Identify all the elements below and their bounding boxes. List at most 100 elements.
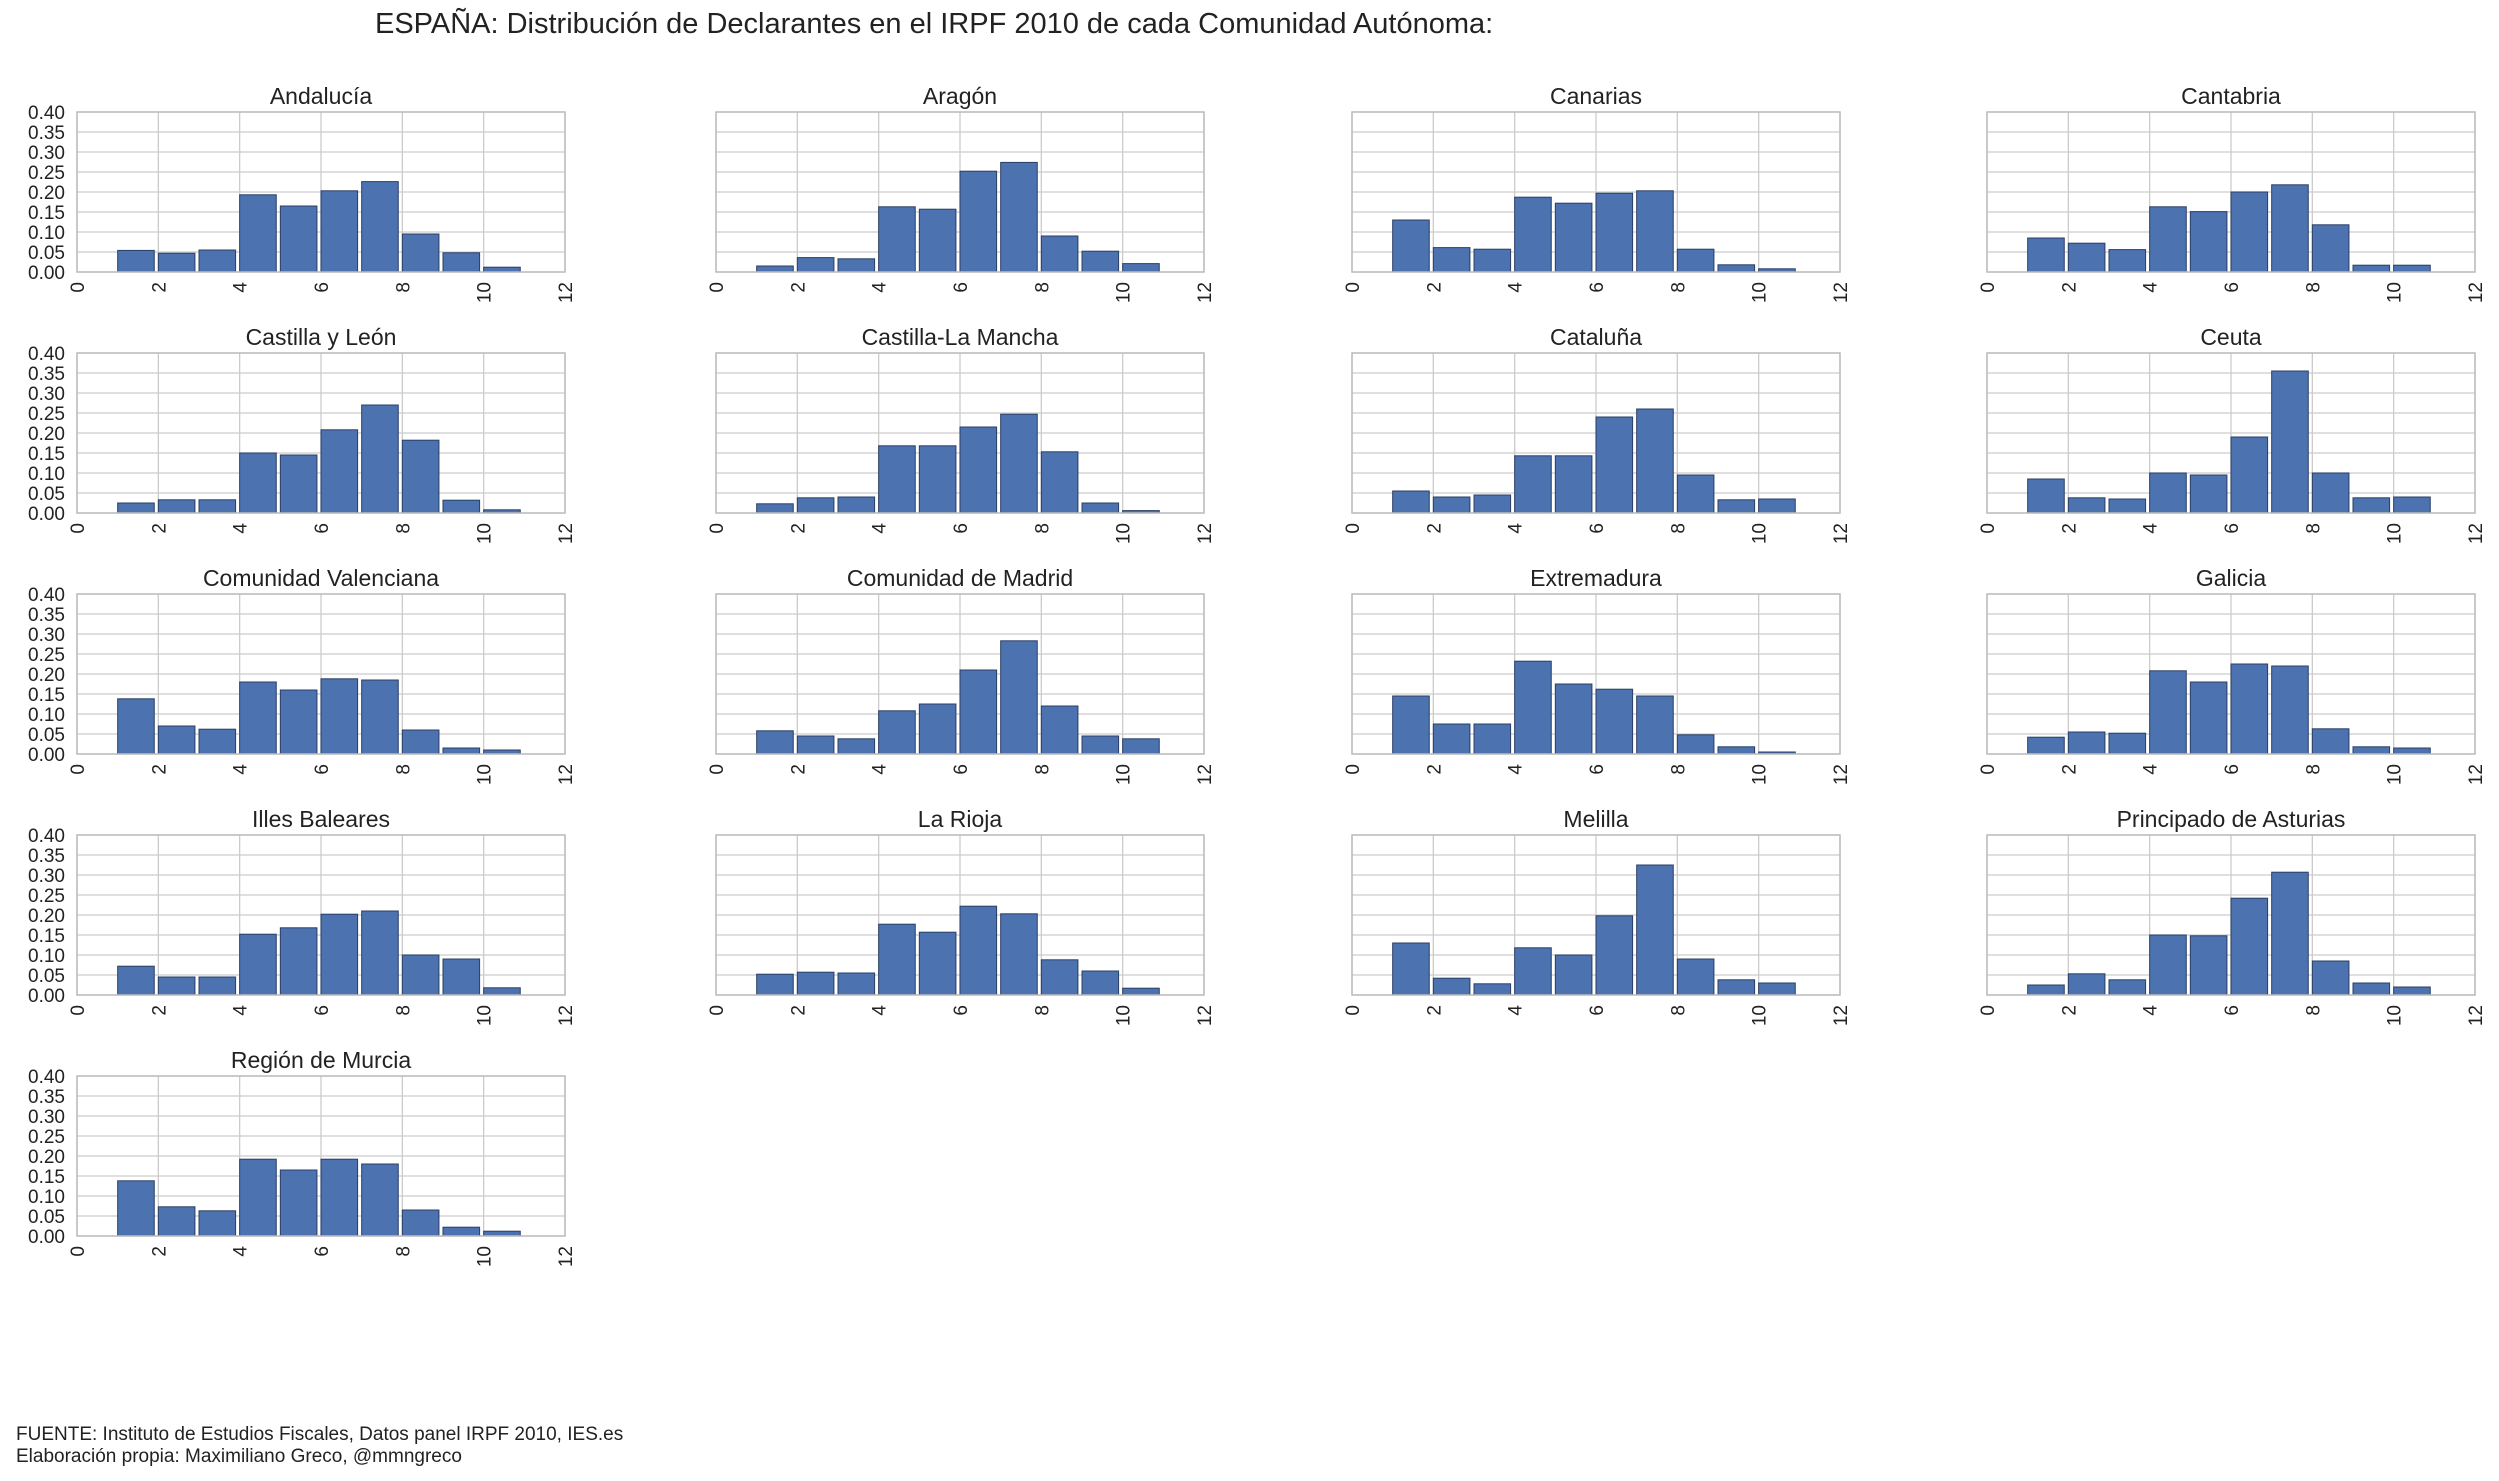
- bar: [1040, 235, 1079, 273]
- y-tick-label: 0.20: [28, 183, 65, 204]
- panel-title: Aragón: [923, 83, 997, 109]
- bar: [1514, 455, 1552, 514]
- bar: [756, 265, 794, 273]
- panel-title: Cataluña: [1550, 324, 1642, 350]
- y-tick-label: 0.00: [28, 745, 65, 766]
- bar: [361, 181, 399, 273]
- bar: [1554, 954, 1593, 996]
- bar: [157, 499, 196, 514]
- bar: [1717, 499, 1756, 514]
- y-tick-label: 0.40: [28, 1067, 65, 1088]
- bar: [1392, 490, 1430, 514]
- y-tick-label: 0.20: [28, 665, 65, 686]
- panel-title: Región de Murcia: [231, 1047, 411, 1073]
- bar: [117, 1180, 155, 1237]
- bar: [959, 905, 998, 996]
- bar: [239, 452, 277, 514]
- bar: [1392, 695, 1430, 755]
- bar: [2230, 191, 2269, 273]
- y-tick-label: 0.10: [28, 946, 65, 967]
- axes-frame: [1351, 352, 1841, 514]
- bar: [198, 976, 237, 996]
- bar: [2393, 986, 2431, 996]
- bar: [320, 913, 359, 996]
- x-tick-label: 4: [2141, 523, 2162, 534]
- x-tick-label: 2: [788, 282, 809, 293]
- page-title: ESPAÑA: Distribución de Declarantes en e…: [375, 8, 1494, 40]
- bar: [157, 1206, 196, 1237]
- bar: [1473, 723, 1512, 755]
- bar: [2189, 681, 2228, 755]
- x-tick-label: 12: [2466, 282, 2487, 303]
- x-tick-label: 0: [68, 282, 89, 293]
- bar: [1514, 660, 1552, 755]
- bar: [320, 429, 359, 514]
- bar: [1676, 248, 1715, 273]
- y-tick-label: 0.30: [28, 625, 65, 646]
- x-tick-label: 0: [1978, 523, 1999, 534]
- bar: [279, 454, 318, 514]
- x-tick-label: 2: [149, 282, 170, 293]
- y-tick-label: 0.10: [28, 705, 65, 726]
- axes-frame: [715, 111, 1205, 273]
- bar: [2311, 960, 2350, 996]
- x-tick-label: 4: [2141, 1005, 2162, 1016]
- y-tick-label: 0.40: [28, 826, 65, 847]
- x-tick-label: 2: [1424, 1005, 1445, 1016]
- x-tick-label: 4: [231, 282, 252, 293]
- bar: [796, 497, 835, 514]
- panel-comunidad-de-madrid: Comunidad de Madrid 0 2 4 6 8 10 12: [707, 565, 1216, 785]
- bar: [279, 927, 318, 996]
- axes-frame: [76, 834, 566, 996]
- panel-title: La Rioja: [918, 806, 1003, 832]
- bar: [796, 971, 835, 996]
- bar: [1758, 498, 1796, 514]
- x-tick-label: 10: [1114, 282, 1135, 303]
- bar: [1432, 977, 1471, 996]
- bar: [878, 206, 916, 273]
- panel-title: Castilla-La Mancha: [862, 324, 1059, 350]
- bar: [2230, 897, 2269, 996]
- x-tick-label: 10: [475, 764, 496, 785]
- bar: [918, 703, 957, 755]
- x-tick-label: 2: [149, 1246, 170, 1257]
- panel-galicia: Galicia 0 2 4 6 8 10 12: [1978, 565, 2487, 785]
- bar: [1081, 970, 1120, 996]
- bar: [878, 445, 916, 514]
- bar: [157, 976, 196, 996]
- bar: [442, 958, 481, 996]
- x-tick-label: 4: [870, 523, 891, 534]
- bar: [1717, 264, 1756, 273]
- y-tick-label: 0.35: [28, 846, 65, 867]
- x-tick-label: 2: [788, 1005, 809, 1016]
- bar: [796, 735, 835, 755]
- x-tick-label: 2: [2059, 523, 2080, 534]
- bar: [959, 170, 998, 273]
- x-tick-label: 10: [1114, 523, 1135, 544]
- x-tick-label: 10: [2385, 523, 2406, 544]
- bar: [2189, 935, 2228, 996]
- bar: [837, 972, 876, 996]
- y-tick-label: 0.15: [28, 444, 65, 465]
- x-tick-label: 0: [1343, 764, 1364, 775]
- bar: [2271, 871, 2309, 996]
- x-tick-label: 6: [312, 523, 333, 534]
- bar: [320, 1158, 359, 1237]
- bar: [2108, 979, 2147, 996]
- x-tick-label: 12: [1195, 523, 1216, 544]
- x-tick-label: 4: [1506, 523, 1527, 534]
- bar: [1473, 494, 1512, 514]
- axes-frame: [715, 593, 1205, 755]
- bar: [1514, 196, 1552, 273]
- bar: [401, 1209, 440, 1237]
- x-tick-label: 8: [1032, 282, 1053, 293]
- x-tick-label: 2: [149, 523, 170, 534]
- bar: [2311, 472, 2350, 514]
- bar: [2108, 249, 2147, 273]
- bar: [1122, 263, 1160, 273]
- y-tick-label: 0.25: [28, 1127, 65, 1148]
- y-tick-label: 0.20: [28, 1147, 65, 1168]
- y-tick-label: 0.10: [28, 223, 65, 244]
- bar: [2149, 206, 2187, 273]
- x-tick-label: 6: [2222, 282, 2243, 293]
